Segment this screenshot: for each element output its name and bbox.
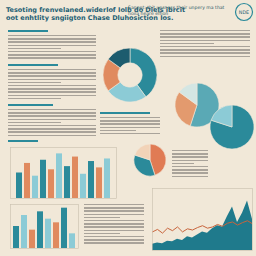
html-text:Sannet: tbit uesnoss their unp: Sannet: tbit uesnoss their unpery ma tha… xyxy=(128,5,225,16)
html-text:Tesoting frenvelaned.widerlof: Tesoting frenvelaned.widerlof Iolb do Di… xyxy=(6,6,185,14)
svg-text:NDE: NDE xyxy=(239,10,249,15)
html-text:oot enhtlity sngiigton Chase D: oot enhtlity sngiigton Chase Dluhosictio… xyxy=(6,14,174,22)
